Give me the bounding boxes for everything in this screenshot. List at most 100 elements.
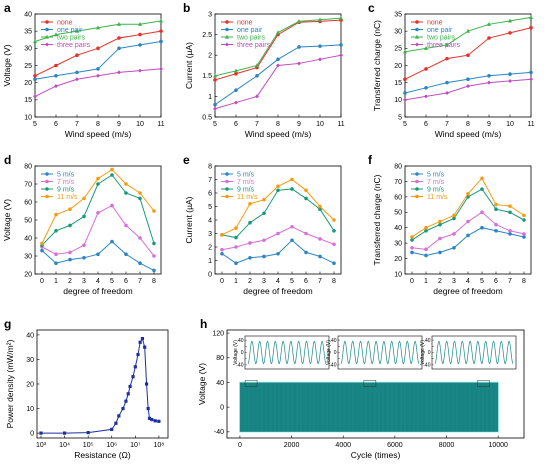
panel-letter: h [200, 317, 207, 331]
data-point [304, 231, 308, 236]
x-tick-label: 9 [297, 121, 301, 128]
legend-entry: none [237, 19, 253, 26]
data-point [96, 25, 100, 30]
data-point [276, 251, 280, 256]
y-tick-label: 20 [26, 381, 34, 388]
x-tick-label: 10000 [488, 442, 508, 449]
data-point [82, 243, 86, 247]
data-point [466, 233, 470, 238]
data-point [276, 57, 280, 62]
legend-swatch-marker [415, 172, 419, 176]
data-point [54, 252, 58, 256]
data-point [54, 261, 58, 266]
data-point [276, 188, 280, 193]
legend-entry: 5 m/s [237, 171, 255, 178]
y-tick-label: 120 [212, 330, 224, 337]
inset-tick-label: 0 [334, 350, 337, 356]
x-tick-label: 9 [117, 121, 121, 128]
legend-swatch-marker [45, 187, 49, 191]
data-point [140, 336, 145, 341]
data-point [445, 80, 449, 85]
inset-tick-label: -40 [329, 363, 336, 369]
data-point [128, 384, 132, 389]
legend-swatch-marker [225, 20, 229, 24]
data-point [529, 70, 533, 75]
y-axis-label: Current (µA) [184, 42, 194, 89]
y-tick-label: 50 [394, 210, 402, 217]
y-tick-label: 8 [208, 163, 212, 170]
x-tick-label: 2 [68, 278, 72, 285]
series-line [411, 227, 525, 257]
x-tick-label: 6000 [387, 442, 403, 449]
x-tick-label: 10⁷ [130, 442, 141, 449]
x-tick-label: 8 [276, 121, 280, 128]
data-point [110, 239, 114, 244]
y-tick-label: 20 [394, 256, 402, 263]
legend-swatch-marker [45, 42, 49, 47]
data-point [110, 167, 114, 172]
data-point [522, 218, 526, 222]
data-point [494, 222, 498, 227]
legend-entry: 7 m/s [427, 179, 445, 186]
data-point [255, 63, 259, 68]
data-point [136, 352, 140, 357]
inset-y-label: Voltage (V) [420, 340, 426, 365]
legend-swatch-marker [225, 172, 229, 176]
legend-swatch-marker [225, 179, 229, 184]
series-line [214, 54, 342, 110]
data-point [529, 25, 533, 30]
data-point [213, 73, 217, 78]
x-tick-label: 7 [75, 121, 79, 128]
data-point [33, 74, 37, 78]
legend-entry: 5 m/s [427, 171, 445, 178]
inset-signal-line [247, 340, 327, 365]
y-tick-label: 20 [394, 63, 402, 70]
legend-entry: 9 m/s [237, 186, 255, 193]
legend-swatch-marker [415, 179, 419, 184]
data-point [297, 45, 301, 49]
chart-panel-c: c 5 6 7 8 9 10 11 5 10 15 20 25 30 35 Wind speed (m/s) T… [368, 1, 535, 139]
y-tick-label: 30 [26, 357, 34, 364]
data-point [68, 207, 72, 211]
data-point [138, 32, 142, 37]
data-point [110, 427, 114, 432]
data-point [438, 219, 442, 224]
series-line [34, 68, 162, 97]
data-point [318, 44, 322, 48]
data-point [75, 70, 79, 75]
data-point [480, 176, 484, 181]
data-point [508, 18, 512, 23]
data-point [424, 67, 428, 71]
data-point [39, 431, 43, 435]
x-tick-label: 5 [110, 278, 114, 285]
x-tick-label: 0 [238, 442, 242, 449]
inset-tick-label: 40 [425, 338, 431, 344]
data-point [75, 28, 79, 33]
data-point [54, 84, 58, 89]
legend-swatch-marker [415, 194, 419, 199]
y-tick-label: 5 [398, 114, 402, 121]
data-point [121, 406, 125, 411]
inset-tick-label: 40 [331, 338, 337, 344]
data-point [146, 406, 150, 411]
y-tick-label: 60 [394, 194, 402, 201]
y-tick-label: 30 [394, 29, 402, 36]
legend-entry: 11 m/s [237, 194, 258, 201]
x-tick-label: 3 [82, 278, 86, 285]
data-point [339, 53, 343, 58]
data-point [410, 235, 414, 239]
data-point [318, 204, 322, 209]
data-point [150, 417, 154, 422]
series-line [221, 239, 335, 264]
data-point [297, 61, 301, 66]
data-point [143, 345, 147, 349]
data-point [487, 21, 491, 26]
x-tick-label: 8000 [439, 442, 455, 449]
y-tick-label: 80 [216, 355, 224, 362]
data-point [110, 173, 114, 177]
data-point [508, 72, 512, 76]
legend-entry: three pairs [57, 42, 91, 49]
x-tick-label: 0 [220, 278, 224, 285]
data-point [159, 39, 163, 44]
legend-swatch-marker [225, 27, 229, 32]
